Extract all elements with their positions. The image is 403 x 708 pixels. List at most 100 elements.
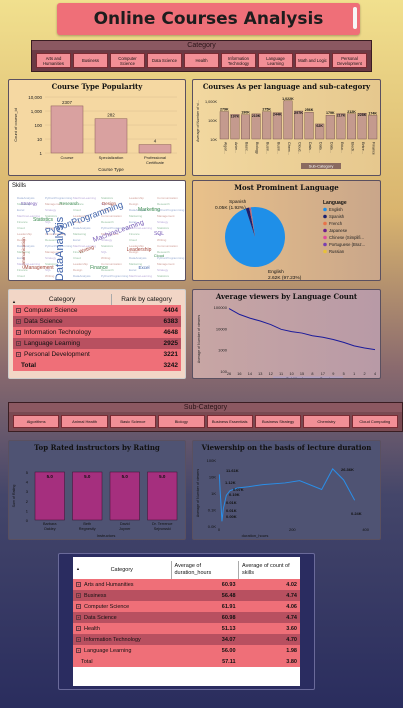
table-row[interactable]: + Health 51.13 3.60 [73,623,300,634]
x-tick-label: 26 [227,372,231,376]
category-chip[interactable]: Language Learning [258,53,293,68]
category-chip[interactable]: Arts and Humanities [36,53,71,68]
subcategory-chip[interactable]: Algorithms [13,415,60,428]
subcategory-chip[interactable]: Chemistry [303,415,350,428]
subcategory-chip[interactable]: Animal Health [61,415,108,428]
category-chip[interactable]: Business [73,53,108,68]
y-tick-label: 1K [211,491,216,496]
expand-icon[interactable]: + [16,318,21,324]
expand-icon[interactable]: + [76,603,81,609]
table-row[interactable]: + Computer Science 61.91 4.06 [73,601,300,612]
legend-label: Chinese (Simplifi... [329,235,364,240]
subcategory-chip[interactable]: Business Strategy [254,415,302,428]
bar-value-label: 174K [368,111,377,115]
bar-value-label: 212K [347,110,356,114]
word: Excel [17,208,25,212]
duration-table: Category Average of duration_hours Avera… [73,561,300,667]
x-tick-label: Algori... [223,142,227,154]
category-chip[interactable]: Data Science [147,53,182,68]
x-axis-label: Sub-Category [309,164,334,169]
subcategory-chip[interactable]: Cloud Computing [351,415,398,428]
word: Finance [90,265,108,271]
col-category[interactable]: Category [13,294,113,305]
bar-value-label: 179K [326,111,335,115]
expand-icon[interactable]: + [76,647,81,653]
word: PythonProgramming [45,196,73,200]
bar [357,112,367,140]
expand-icon[interactable]: + [16,351,21,357]
col-rank[interactable]: Rank by category [121,296,172,303]
word: Writing [45,274,55,278]
x-tick-label: Busin... [276,142,280,154]
word: Cloud [129,238,137,242]
pie-label-big: English [268,269,284,275]
category-chip[interactable]: Personal Development [332,53,367,68]
bar [241,114,251,140]
expand-icon[interactable]: + [76,625,81,631]
table-row[interactable]: + Arts and Humanities 60.93 4.02 [73,579,300,590]
expand-icon[interactable]: + [76,581,81,587]
table-row[interactable]: + Data Science 6383 [13,316,181,327]
word: Cloud [17,226,25,230]
x-tick-label: 13 [258,372,262,376]
category-chip[interactable]: Health [184,53,219,68]
category-chip[interactable]: Computer Science [110,53,145,68]
word: DataAnalysis [73,226,91,230]
table-row[interactable]: + Language Learning 56.00 1.98 [73,645,300,656]
legend-swatch [323,242,327,247]
row-category: + Business [73,590,171,601]
category-chip[interactable]: Information Technology [221,53,256,68]
bar [34,471,65,521]
word: Excel [17,256,25,260]
pie-slice [224,207,285,267]
table-row[interactable]: + Data Science 60.98 4.74 [73,612,300,623]
table-row[interactable]: + Language Learning 2925 [13,338,181,349]
word: SQL [45,268,51,272]
y-tick-label: 10K [210,138,217,142]
sort-up-icon[interactable]: ▲ [12,299,16,304]
row-category: + Language Learning [73,645,171,656]
x-tick-label: Beth [83,522,91,526]
expand-icon[interactable]: + [76,614,81,620]
subcategory-chip[interactable]: Business Essentials [206,415,253,428]
word: Design [102,201,117,206]
col-skills[interactable]: Average of count of skills [242,563,290,576]
pie-label-small: Spanish [229,199,247,205]
skills-title: Skills [12,183,27,189]
x-tick-label: 2 [364,372,366,376]
word: Strategy [45,256,57,260]
y-tick-label: 10K [209,475,216,480]
y-tick-label: 100K [208,119,217,123]
table-row[interactable]: + Personal Development 3221 [13,349,181,360]
y-axis-label: Sum of Rating [12,485,16,508]
expand-icon[interactable]: + [76,636,81,642]
word: Cloud [73,256,81,260]
subcategory-chip[interactable]: Biology [158,415,205,428]
x-tick-label: Educ... [340,142,344,153]
table-row[interactable]: + Information Technology 4648 [13,327,181,338]
col-duration[interactable]: Average of duration_hours [171,561,240,579]
point-label: 0.07K [233,487,244,492]
row-rank: 3221 [163,351,178,358]
expand-icon[interactable]: + [16,307,21,313]
expand-icon[interactable]: + [16,340,21,346]
col-category-2[interactable]: Category [73,561,172,579]
bar [72,471,103,521]
row-skills: 4.74 [286,592,297,599]
subcategory-chip[interactable]: Basic Science [109,415,157,428]
sort-up-icon-2[interactable]: ▲ [76,566,80,571]
word: MachineLearning [17,214,40,218]
table-row[interactable]: + Computer Science 4404 [13,305,181,316]
table-row[interactable]: + Information Technology 34.07 4.70 [73,634,300,645]
expand-icon[interactable]: + [16,329,21,335]
x-tick-label: Entre... [361,142,365,154]
word: Statistics [157,274,170,278]
table-row[interactable]: + Business 56.48 4.74 [73,590,300,601]
category-chip[interactable]: Math and Logic [295,53,330,68]
expand-icon[interactable]: + [76,592,81,598]
word: SQL [45,220,51,224]
x-tick-label: 16 [237,372,241,376]
